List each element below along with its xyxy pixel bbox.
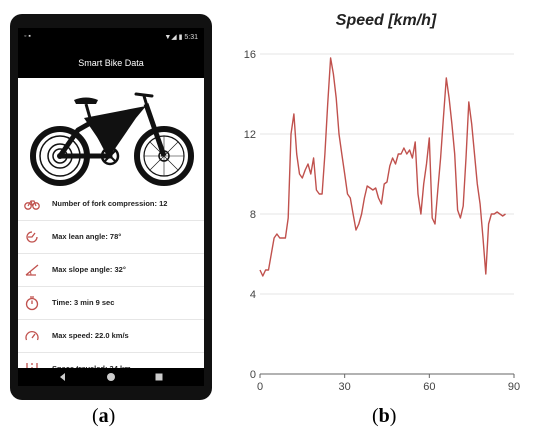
x-tick-label: 60 <box>423 381 435 393</box>
status-right: ▼◢ ▮ 5:31 <box>164 34 198 41</box>
caption-a: (a) <box>92 405 116 427</box>
time-label: Time: 3 min 9 sec <box>52 298 115 307</box>
stats-list: Number of fork compression: 12 Max lean … <box>18 188 204 386</box>
list-item: Time: 3 min 9 sec <box>18 287 204 320</box>
y-tick-label: 0 <box>250 369 256 381</box>
list-item: Max lean angle: 78° <box>18 221 204 254</box>
status-left: ◦ ▪ <box>24 33 31 40</box>
y-tick-label: 16 <box>244 49 256 61</box>
x-tick-label: 0 <box>257 381 263 393</box>
home-icon[interactable] <box>106 372 116 382</box>
app-title: Smart Bike Data <box>18 48 204 78</box>
stopwatch-icon <box>25 296 39 311</box>
slope-angle-label: Max slope angle: 32° <box>52 265 126 274</box>
list-item: Max slope angle: 32° <box>18 254 204 287</box>
phone-screen: ◦ ▪ ▼◢ ▮ 5:31 Smart Bike Data <box>18 28 204 386</box>
android-nav-bar <box>18 368 204 386</box>
speed-chart: Speed [km/h] 0 4 8 12 16 0 30 60 90 <box>236 6 536 396</box>
y-tick-label: 4 <box>250 289 256 301</box>
fork-compression-label: Number of fork compression: 12 <box>52 199 168 208</box>
phone-frame: ◦ ▪ ▼◢ ▮ 5:31 Smart Bike Data <box>10 14 212 400</box>
x-tick-label: 30 <box>339 381 351 393</box>
status-bar: ◦ ▪ ▼◢ ▮ 5:31 <box>18 28 204 48</box>
y-tick-label: 8 <box>250 209 256 221</box>
bike-icon <box>24 200 40 210</box>
max-speed-label: Max speed: 22.0 km/s <box>52 331 129 340</box>
recents-icon[interactable] <box>154 372 164 382</box>
list-item: Max speed: 22.0 km/s <box>18 320 204 353</box>
mountain-bike-illustration <box>30 92 194 186</box>
x-tick-label: 90 <box>508 381 520 393</box>
lean-angle-icon <box>26 231 38 243</box>
speed-series-line <box>259 57 506 277</box>
list-item: Number of fork compression: 12 <box>18 188 204 221</box>
caption-b: (b) <box>372 405 397 427</box>
chart-title: Speed [km/h] <box>335 12 437 29</box>
speed-plot: 0 4 8 12 16 0 30 60 90 <box>244 49 520 393</box>
bike-frame <box>57 92 167 166</box>
lean-angle-label: Max lean angle: 78° <box>52 232 122 241</box>
back-icon[interactable] <box>58 372 68 382</box>
speedometer-icon <box>25 330 39 341</box>
y-tick-label: 12 <box>244 129 256 141</box>
slope-angle-icon <box>25 264 39 276</box>
